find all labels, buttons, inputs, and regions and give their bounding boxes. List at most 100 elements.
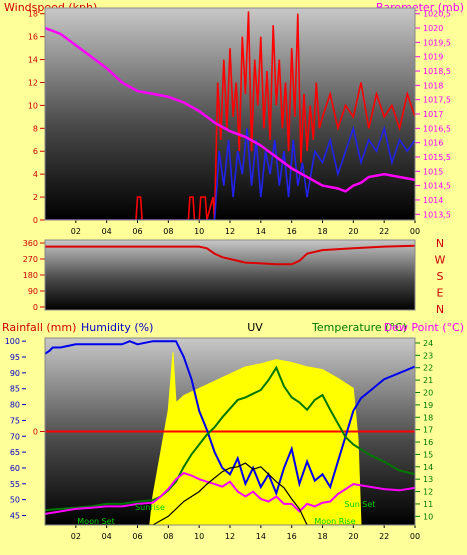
rainfall-axis-title: Rainfall (mm) [2,321,76,334]
time-tick-label: 18 [317,227,327,236]
time-tick-label: 16 [287,532,297,541]
barometer-tick-label: 1015,5 [423,153,451,162]
time-tick-label: 02 [71,227,81,236]
moon-set-annotation: Moon Set [77,517,114,526]
time-tick-label: 00 [410,227,420,236]
direction-tick-label: 180 [23,271,38,280]
series-line-heat-index [45,462,415,525]
series-line-temperature-c- [45,365,415,512]
windspeed-tick-label: 2 [33,193,38,202]
barometer-tick-label: 1019 [423,53,443,62]
series-line-wind-direction [45,244,415,266]
barometer-tick-label: 1016 [423,139,443,148]
barometer-tick-label: 1017,5 [423,96,451,105]
temperature-tick-label: 14 [423,463,433,472]
temperature-tick-label: 23 [423,351,433,360]
climate-plot-border [44,337,416,526]
direction-plot-border [44,239,416,311]
barometer-tick-label: 1018 [423,81,443,90]
barometer-tick-label: 1014 [423,196,443,205]
temperature-tick-label: 19 [423,401,433,410]
humidity-tick-label: 60 [10,464,20,473]
humidity-tick-label: 80 [10,401,20,410]
humidity-tick-label: 70 [10,432,20,441]
temperature-tick-label: 24 [423,339,433,348]
windspeed-tick-label: 6 [33,147,38,156]
time-tick-label: 14 [256,532,266,541]
windspeed-tick-label: 4 [33,170,38,179]
time-tick-label: 02 [71,532,81,541]
windspeed-tick-label: 16 [28,33,38,42]
temperature-tick-label: 16 [423,438,433,447]
time-tick-label: 22 [379,227,389,236]
moon-rise-annotation: Moon Rise [314,517,355,526]
barometer-tick-label: 1014,5 [423,182,451,191]
time-tick-label: 12 [225,532,235,541]
time-tick-label: 20 [348,227,358,236]
humidity-tick-label: 50 [10,496,20,505]
humidity-tick-label: 55 [10,480,20,489]
barometer-tick-label: 1013,5 [423,210,451,219]
temperature-tick-label: 22 [423,364,433,373]
humidity-tick-label: 90 [10,369,20,378]
time-tick-label: 10 [194,227,204,236]
compass-label: W [435,254,446,267]
direction-tick-label: 90 [28,287,38,296]
windspeed-tick-label: 14 [28,56,38,65]
temperature-tick-label: 10 [423,512,433,521]
sunrise-annotation: Sunrise [135,503,165,512]
time-tick-label: 06 [132,227,142,236]
windspeed-tick-label: 8 [33,124,38,133]
direction-plot-background [45,240,415,310]
time-tick-label: 20 [348,532,358,541]
rainfall-tick-label: 0 [33,428,38,437]
compass-label: E [437,287,444,300]
humidity-tick-label: 100 [5,337,20,346]
time-tick-label: 14 [256,227,266,236]
time-tick-label: 18 [317,532,327,541]
sun-set-annotation: Sun Set [345,500,376,509]
windspeed-tick-label: 12 [28,78,38,87]
direction-tick-label: 0 [33,303,38,312]
temperature-tick-label: 18 [423,413,433,422]
humidity-tick-label: 95 [10,353,20,362]
barometer-tick-label: 1018,5 [423,67,451,76]
series-line-dew-point-c- [45,471,415,515]
humidity-tick-label: 85 [10,385,20,394]
wind-plot-border [44,7,416,221]
barometer-tick-label: 1020,5 [423,10,451,19]
time-tick-label: 22 [379,532,389,541]
temperature-tick-label: 11 [423,500,433,509]
humidity-tick-label: 75 [10,416,20,425]
temperature-tick-label: 15 [423,450,433,459]
wind-plot-background [45,8,415,220]
direction-tick-label: 270 [23,255,38,264]
series-line-humidity- [45,340,415,497]
compass-label: N [436,303,444,316]
temperature-tick-label: 12 [423,488,433,497]
time-tick-label: 12 [225,227,235,236]
barometer-tick-label: 1020 [423,24,443,33]
time-tick-label: 10 [194,532,204,541]
barometer-tick-label: 1016,5 [423,124,451,133]
direction-tick-label: 360 [23,239,38,248]
time-tick-label: 06 [132,532,142,541]
barometer-tick-label: 1017 [423,110,443,119]
time-tick-label: 08 [163,227,173,236]
dewpoint-axis-title: Dew Point (°C) [384,321,464,334]
windspeed-tick-label: 10 [28,101,38,110]
barometer-tick-label: 1019,5 [423,38,451,47]
series-line-windspeed-kph- [45,11,415,220]
temperature-tick-label: 20 [423,388,433,397]
humidity-axis-title: Humidity (%) [81,321,153,334]
windspeed-tick-label: 18 [28,10,38,19]
uv-axis-title: UV [247,321,263,334]
time-tick-label: 08 [163,532,173,541]
temperature-tick-label: 13 [423,475,433,484]
time-tick-label: 16 [287,227,297,236]
temperature-axis-title: Temperature (°C) [311,321,407,334]
temperature-tick-label: 21 [423,376,433,385]
compass-label: S [437,270,444,283]
barometer-tick-label: 1015 [423,167,443,176]
